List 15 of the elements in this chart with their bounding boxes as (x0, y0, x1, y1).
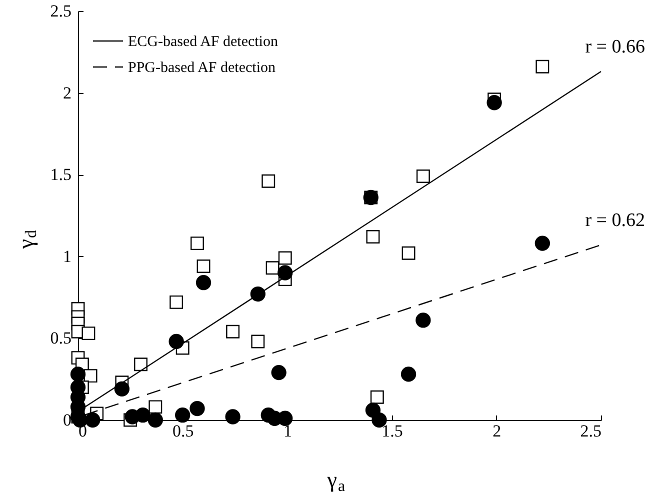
x-tick-label: 2 (492, 422, 502, 440)
x-tick-label: 2.5 (580, 422, 602, 440)
y-axis-title: γd (13, 230, 40, 250)
legend-label: ECG-based AF detection (128, 34, 278, 50)
y-tick-label: 1 (63, 246, 72, 266)
annotation: r = 0.66 (585, 36, 645, 58)
x-tick-label: 0.5 (172, 422, 194, 440)
y-tick-label: 1.5 (50, 165, 72, 184)
annotation: r = 0.62 (585, 210, 645, 231)
x-tick-label: 1 (283, 422, 292, 440)
x-tick-label: 1.5 (382, 422, 403, 440)
legend-label: PPG-based AF detection (128, 60, 276, 76)
y-tick-label: 0.5 (50, 328, 72, 348)
y-tick-label: 2 (63, 83, 72, 102)
y-tick-label: 2.5 (50, 2, 72, 20)
